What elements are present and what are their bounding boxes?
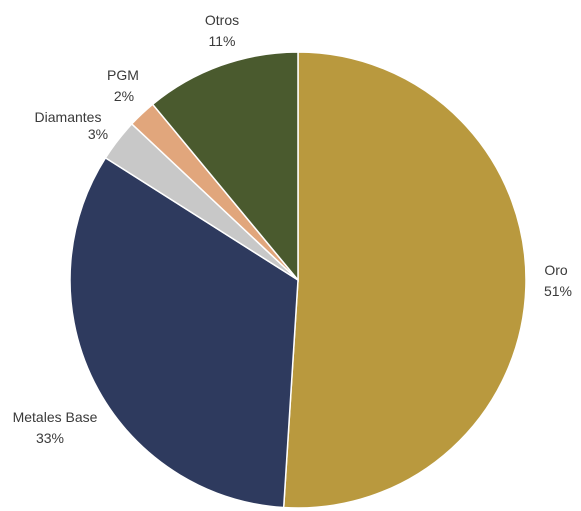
label-otros-name: Otros — [205, 12, 239, 28]
pie-slice-oro — [282, 51, 527, 509]
label-pgm-name: PGM — [107, 67, 139, 83]
pie-labels: Oro 51% Metales Base 33% Diamantes 3% PG… — [13, 12, 572, 446]
label-oro-name: Oro — [544, 262, 568, 278]
label-metales-base-value: 33% — [36, 430, 64, 446]
label-otros-value: 11% — [209, 33, 236, 49]
pie-slice-metales-base — [69, 156, 299, 509]
label-metales-base-name: Metales Base — [13, 409, 98, 425]
pie-slice-otros — [151, 51, 299, 283]
label-pgm-value: 2% — [114, 88, 134, 104]
label-oro-value: 51% — [544, 283, 572, 299]
label-diamantes-value: 3% — [88, 126, 108, 142]
pie-slices — [69, 51, 527, 509]
label-diamantes-name: Diamantes — [35, 109, 102, 125]
